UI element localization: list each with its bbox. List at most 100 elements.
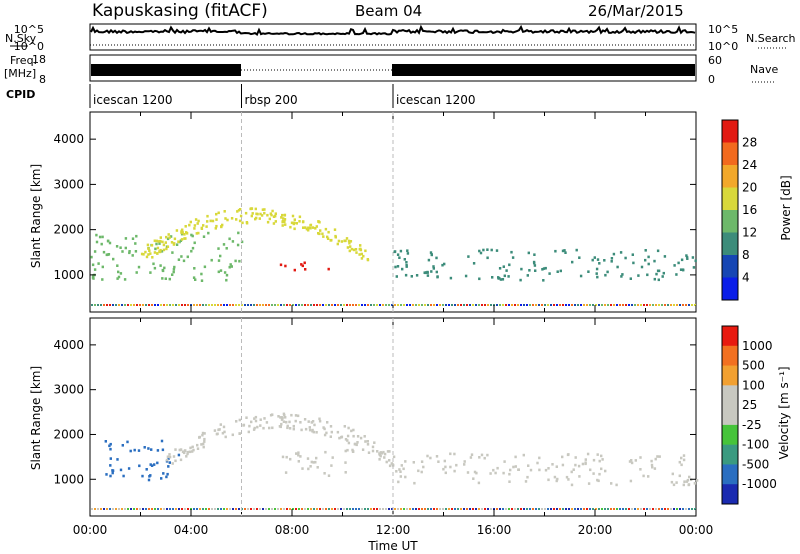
echo-cell <box>442 508 444 510</box>
echo-cell <box>511 508 513 510</box>
echo-cell <box>509 468 512 472</box>
echo-cell <box>394 508 396 510</box>
echo-cell <box>445 304 447 306</box>
echo-cell <box>472 477 475 480</box>
echo-cell <box>480 453 484 457</box>
echo-cell <box>188 223 191 227</box>
echo-cell <box>297 453 300 457</box>
echo-cell <box>430 270 433 273</box>
echo-cell <box>501 278 505 281</box>
echo-cell <box>322 508 324 510</box>
echo-cell <box>196 304 198 306</box>
echo-cell <box>526 304 528 306</box>
echo-cell <box>562 508 564 510</box>
echo-cell <box>304 508 306 510</box>
echo-cell <box>373 304 375 306</box>
echo-cell <box>577 304 579 306</box>
echo-cell <box>252 428 256 431</box>
echo-cell <box>155 242 158 246</box>
echo-cell <box>229 263 232 266</box>
echo-cell <box>383 452 387 456</box>
echo-cell <box>109 457 112 460</box>
echo-cell <box>153 239 156 243</box>
echo-cell <box>124 304 126 306</box>
echo-cell <box>508 480 511 483</box>
colorbar-swatch <box>722 345 738 367</box>
echo-cell <box>250 214 253 218</box>
echo-cell <box>295 452 298 455</box>
echo-cell <box>220 508 222 510</box>
velocity-ylabel: Slant Range [km] <box>29 366 43 470</box>
echo-cell <box>143 446 146 449</box>
time-xlabel: Time UT <box>367 539 418 553</box>
echo-cell <box>112 304 114 306</box>
echo-cell <box>319 304 321 306</box>
echo-cell <box>395 275 398 278</box>
echo-cell <box>637 274 640 277</box>
echo-cell <box>514 455 517 459</box>
echo-cell <box>234 259 237 263</box>
echo-cell <box>199 304 201 306</box>
echo-cell <box>250 508 252 510</box>
echo-cell <box>149 463 152 466</box>
echo-cell <box>640 265 644 269</box>
echo-cell <box>442 304 444 306</box>
echo-cell <box>378 452 381 455</box>
echo-cell <box>322 304 324 306</box>
nave-label: Nave <box>750 63 778 76</box>
echo-cell <box>675 481 678 484</box>
echo-cell <box>404 460 407 463</box>
echo-cell <box>651 465 654 469</box>
echo-cell <box>330 430 333 434</box>
echo-cell <box>142 253 145 256</box>
echo-cell <box>274 214 277 218</box>
echo-cell <box>103 508 105 510</box>
echo-cell <box>555 479 558 483</box>
echo-cell <box>150 464 154 467</box>
echo-cell <box>637 508 639 510</box>
echo-cell <box>360 257 364 260</box>
x-tick-label: 16:00 <box>477 523 512 537</box>
echo-cell <box>151 256 154 259</box>
echo-cell <box>310 421 313 424</box>
echo-cell <box>563 249 566 252</box>
echo-cell <box>297 460 300 463</box>
echo-cell <box>385 304 387 306</box>
echo-cell <box>323 427 326 431</box>
echo-cell <box>673 508 675 510</box>
echo-cell <box>223 210 226 213</box>
echo-cell <box>177 453 181 457</box>
echo-cell <box>284 223 287 226</box>
echo-cell <box>420 460 424 463</box>
echo-cell <box>322 426 325 429</box>
echo-cell <box>413 481 416 485</box>
echo-cell <box>115 508 117 510</box>
echo-cell <box>266 220 270 224</box>
echo-cell <box>677 261 680 265</box>
echo-cell <box>200 226 203 230</box>
echo-cell <box>574 463 577 467</box>
echo-cell <box>486 248 489 251</box>
echo-cell <box>685 480 689 483</box>
echo-cell <box>631 508 633 510</box>
x-tick-label: 20:00 <box>578 523 613 537</box>
echo-cell <box>253 417 256 420</box>
echo-cell <box>280 422 283 426</box>
echo-cell <box>533 253 536 256</box>
echo-cell <box>160 304 162 306</box>
echo-cell <box>630 461 634 465</box>
echo-cell <box>676 508 678 510</box>
echo-cell <box>199 508 201 510</box>
echo-cell <box>337 304 339 306</box>
echo-cell <box>655 272 658 276</box>
cpid-bar: icescan 1200 rbsp 200 icescan 1200 <box>89 84 475 108</box>
echo-cell <box>184 225 187 228</box>
echo-cell <box>279 416 282 419</box>
echo-cell <box>247 304 249 306</box>
echo-cell <box>290 221 294 225</box>
echo-cell <box>577 464 581 468</box>
echo-cell <box>673 304 675 306</box>
echo-cell <box>285 455 288 459</box>
echo-cell <box>621 273 624 276</box>
echo-cell <box>173 242 176 245</box>
